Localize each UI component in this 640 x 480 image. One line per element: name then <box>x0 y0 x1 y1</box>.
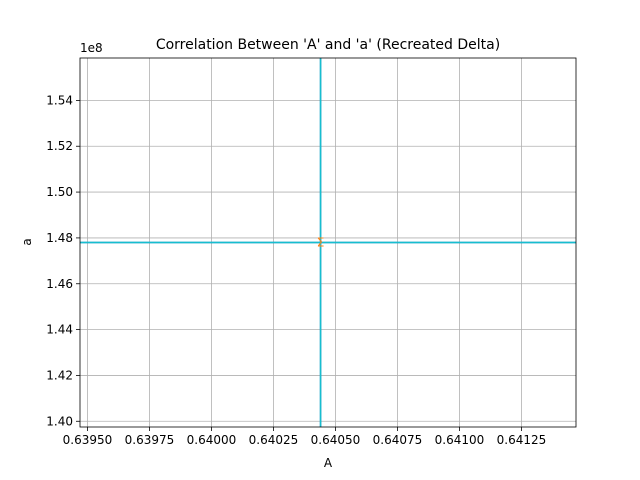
point-marker-group: Σ <box>317 236 325 250</box>
y-tick-label: 1.42 <box>46 368 73 382</box>
y-tick-label: 1.50 <box>46 185 73 199</box>
y-tick-label: 1.44 <box>46 323 73 337</box>
y-tick-label: 1.48 <box>46 231 73 245</box>
point-marker: Σ <box>317 236 325 250</box>
x-tick-label: 0.63950 <box>63 433 113 447</box>
x-tick-label: 0.64125 <box>497 433 547 447</box>
chart-title: Correlation Between 'A' and 'a' (Recreat… <box>156 37 500 53</box>
x-tick-label: 0.64025 <box>249 433 299 447</box>
plot-frame <box>79 57 577 428</box>
y-axis-label: a <box>20 238 34 245</box>
x-tick-label: 0.63975 <box>125 433 175 447</box>
series-lines <box>80 58 576 427</box>
y-tick-label: 1.52 <box>46 139 73 153</box>
y-axis-ticks: 1.40 1.42 1.44 1.46 1.48 1.50 1.52 1.54 <box>46 93 80 428</box>
x-tick-label: 0.64000 <box>187 433 237 447</box>
y-tick-label: 1.40 <box>46 414 73 428</box>
x-tick-label: 0.64075 <box>373 433 423 447</box>
y-tick-label: 1.46 <box>46 277 73 291</box>
y-axis-offset-label: 1e8 <box>80 41 103 55</box>
x-axis-label: A <box>324 456 333 470</box>
x-tick-label: 0.64050 <box>311 433 361 447</box>
x-axis-ticks: 0.63950 0.63975 0.64000 0.64025 0.64050 0.640… <box>63 427 547 447</box>
x-tick-label: 0.64100 <box>435 433 485 447</box>
y-tick-label: 1.54 <box>46 93 73 107</box>
